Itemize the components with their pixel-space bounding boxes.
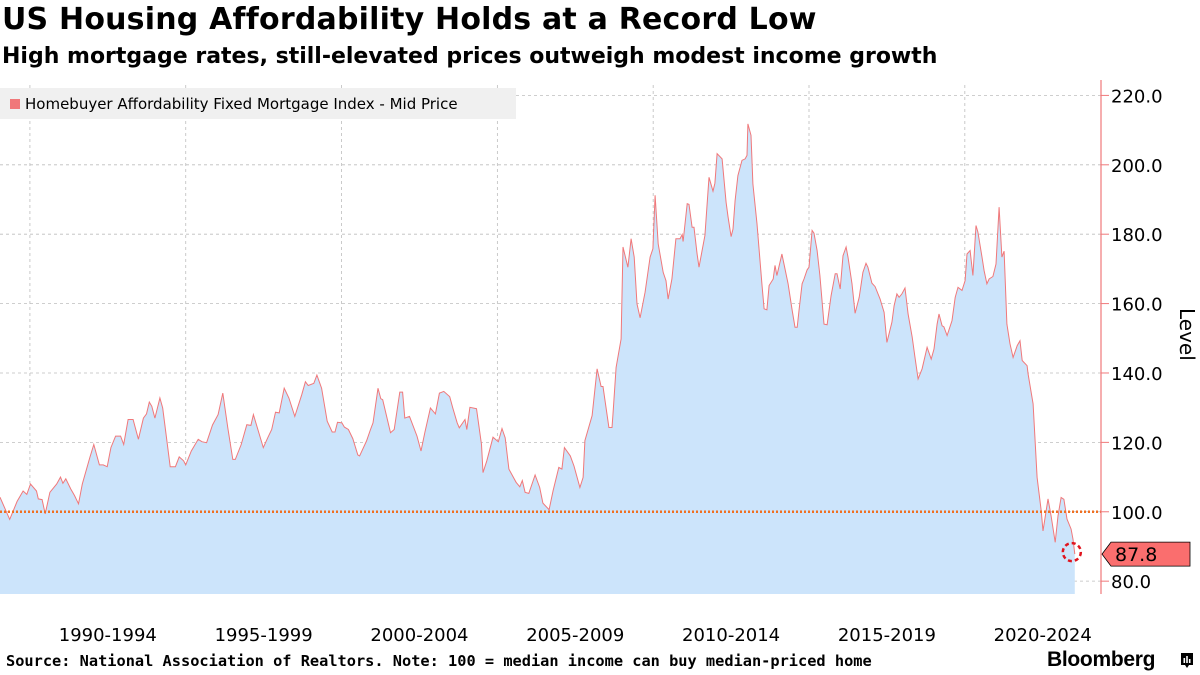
- chart-title: US Housing Affordability Holds at a Reco…: [2, 2, 817, 37]
- last-value-label: 87.8: [1101, 541, 1191, 567]
- y-tick-label: 120.0: [1111, 433, 1163, 454]
- x-ticks: 1990-1994 1995-1999 2000-2004 2005-2009 2010…: [59, 625, 1092, 646]
- legend-swatch: [10, 98, 20, 109]
- source-note: Source: National Association of Realtors…: [6, 652, 872, 670]
- last-value-marker: [1061, 541, 1083, 563]
- x-tick-label: 2015-2019: [838, 625, 936, 646]
- chart-subtitle: High mortgage rates, still-elevated pric…: [2, 44, 938, 69]
- y-tick-label: 180.0: [1111, 225, 1163, 246]
- legend-label: Homebuyer Affordability Fixed Mortgage I…: [25, 94, 458, 113]
- y-tick-label: 200.0: [1111, 156, 1163, 177]
- x-tick-label: 2010-2014: [682, 625, 780, 646]
- y-tick-label: 140.0: [1111, 364, 1163, 385]
- series-line: [0, 123, 1076, 555]
- x-tick-label: 1995-1999: [215, 625, 313, 646]
- series-area: [0, 123, 1075, 595]
- last-value-text: 87.8: [1115, 544, 1157, 566]
- x-tick-label: 2000-2004: [370, 625, 468, 646]
- y-tick-label: 80.0: [1111, 572, 1151, 593]
- bloomberg-chart-icon: [1181, 653, 1193, 668]
- x-tick-label: 2005-2009: [526, 625, 624, 646]
- y-tick-label: 220.0: [1111, 86, 1163, 107]
- y-tick-label: 160.0: [1111, 295, 1163, 316]
- x-tick-label: 2020-2024: [994, 625, 1092, 646]
- x-tick-label: 1990-1994: [59, 625, 157, 646]
- y-axis-label: Level: [1175, 308, 1199, 361]
- bloomberg-logo: Bloomberg: [1047, 648, 1156, 671]
- legend: Homebuyer Affordability Fixed Mortgage I…: [0, 88, 516, 119]
- y-tick-label: 100.0: [1111, 503, 1163, 524]
- last-value-box: [1101, 541, 1191, 567]
- y-ticks: 80.0 100.0 120.0 140.0 160.0 180.0 200.0 220.0: [1101, 86, 1163, 593]
